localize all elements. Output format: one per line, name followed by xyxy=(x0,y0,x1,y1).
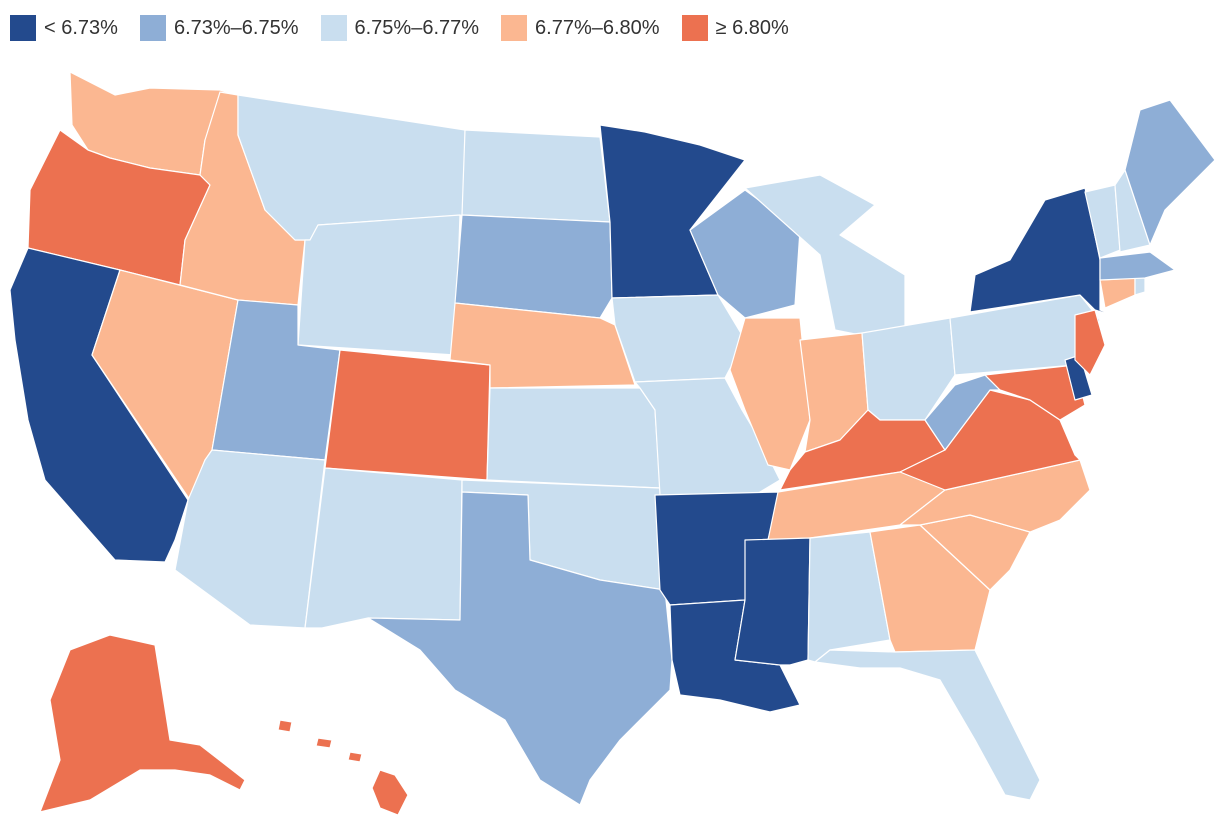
state-tx[interactable] xyxy=(367,491,673,806)
state-ia[interactable] xyxy=(611,294,746,383)
state-co[interactable] xyxy=(324,349,491,481)
state-nm[interactable] xyxy=(304,467,463,629)
state-ks[interactable] xyxy=(486,387,661,489)
legend-label: 6.73%–6.75% xyxy=(173,16,299,39)
legend-swatch xyxy=(501,15,528,41)
state-ny[interactable] xyxy=(969,187,1121,319)
state-ak[interactable] xyxy=(39,634,246,813)
state-ma[interactable] xyxy=(1099,251,1176,281)
state-sd[interactable] xyxy=(454,214,613,319)
legend-swatch xyxy=(10,15,36,41)
legend-item-bin-3: 6.77%–6.80% xyxy=(501,15,660,41)
map-legend: < 6.73% 6.73%–6.75% 6.75%–6.77% 6.77%–6.… xyxy=(10,12,811,44)
state-hi-islands[interactable] xyxy=(277,719,363,763)
legend-label: < 6.73% xyxy=(44,16,118,39)
state-ms[interactable] xyxy=(734,537,811,666)
legend-item-bin-2: 6.75%–6.77% xyxy=(320,15,480,41)
state-il[interactable] xyxy=(729,317,811,471)
legend-swatch xyxy=(320,15,347,41)
legend-item-bin-0: < 6.73% xyxy=(10,15,118,41)
legend-label: ≥ 6.80% xyxy=(715,16,789,39)
legend-label: 6.77%–6.80% xyxy=(535,16,660,39)
state-me[interactable] xyxy=(1124,99,1216,246)
legend-item-bin-1: 6.73%–6.75% xyxy=(139,15,299,41)
state-nj[interactable] xyxy=(1074,309,1106,376)
state-az[interactable] xyxy=(174,449,326,629)
state-wy[interactable] xyxy=(297,214,461,356)
legend-label: 6.75%–6.77% xyxy=(354,16,480,39)
state-ct[interactable] xyxy=(1099,277,1136,309)
state-ne[interactable] xyxy=(449,302,636,389)
legend-item-bin-4: ≥ 6.80% xyxy=(681,15,789,41)
state-mo[interactable] xyxy=(634,377,781,496)
legend-swatch xyxy=(681,15,708,41)
legend-swatch xyxy=(139,15,166,41)
state-ri[interactable] xyxy=(1134,277,1146,296)
state-mi[interactable] xyxy=(744,174,906,336)
state-hi[interactable] xyxy=(371,769,409,816)
state-nd[interactable] xyxy=(461,129,611,223)
state-fl[interactable] xyxy=(814,649,1041,801)
state-wi[interactable] xyxy=(689,189,801,319)
